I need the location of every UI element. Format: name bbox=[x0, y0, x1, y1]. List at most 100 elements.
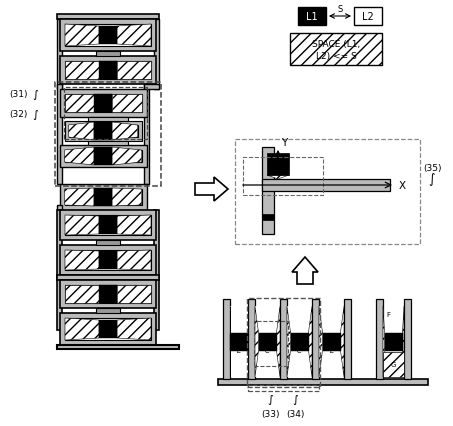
Bar bbox=[323, 333, 341, 351]
Polygon shape bbox=[267, 176, 289, 180]
Bar bbox=[64, 190, 141, 205]
Text: L2) <= S: L2) <= S bbox=[316, 52, 357, 60]
Text: (31): (31) bbox=[9, 90, 27, 99]
Bar bbox=[259, 333, 276, 351]
Bar bbox=[255, 306, 280, 377]
Bar bbox=[88, 118, 128, 122]
Bar bbox=[376, 299, 383, 379]
Bar bbox=[99, 320, 117, 338]
Bar bbox=[248, 385, 319, 391]
Bar bbox=[99, 27, 117, 45]
Bar bbox=[65, 62, 151, 80]
Bar bbox=[64, 151, 141, 163]
Text: X: X bbox=[399, 181, 405, 190]
Text: L1: L1 bbox=[306, 12, 318, 22]
Bar bbox=[254, 321, 288, 366]
Bar bbox=[230, 306, 248, 377]
Bar bbox=[59, 146, 146, 167]
Bar bbox=[96, 240, 120, 245]
Polygon shape bbox=[292, 257, 318, 284]
Bar bbox=[57, 85, 62, 184]
Text: B: B bbox=[110, 259, 115, 268]
Bar bbox=[88, 142, 128, 146]
Bar bbox=[404, 299, 411, 379]
Bar bbox=[59, 90, 146, 118]
Bar bbox=[298, 8, 326, 26]
Bar bbox=[55, 83, 161, 187]
Bar bbox=[57, 20, 62, 90]
Bar bbox=[60, 20, 156, 52]
Bar bbox=[280, 299, 287, 379]
Bar bbox=[94, 123, 112, 141]
Bar bbox=[354, 8, 382, 26]
Bar bbox=[144, 85, 149, 184]
Text: Y: Y bbox=[281, 138, 287, 148]
Text: E: E bbox=[237, 348, 241, 354]
Polygon shape bbox=[117, 318, 151, 340]
Bar bbox=[57, 345, 179, 349]
Polygon shape bbox=[112, 95, 141, 113]
Polygon shape bbox=[112, 123, 138, 141]
Polygon shape bbox=[112, 148, 141, 166]
Polygon shape bbox=[287, 306, 290, 377]
Bar bbox=[94, 148, 112, 166]
Bar bbox=[94, 95, 112, 113]
Polygon shape bbox=[117, 216, 151, 236]
Bar bbox=[64, 88, 147, 140]
Text: A: A bbox=[110, 34, 115, 43]
Bar bbox=[99, 216, 117, 234]
Text: E: E bbox=[329, 348, 334, 354]
Polygon shape bbox=[276, 306, 280, 377]
Text: G: G bbox=[391, 361, 396, 367]
Bar bbox=[65, 250, 151, 271]
Bar bbox=[262, 180, 390, 192]
Text: (32): (32) bbox=[9, 110, 27, 119]
Text: ∫: ∫ bbox=[267, 394, 273, 404]
Bar bbox=[99, 251, 117, 269]
Text: S: S bbox=[337, 5, 342, 14]
Bar bbox=[60, 280, 156, 308]
Bar bbox=[65, 25, 151, 47]
Text: F: F bbox=[386, 311, 390, 317]
Polygon shape bbox=[403, 306, 404, 377]
Polygon shape bbox=[195, 178, 228, 201]
Polygon shape bbox=[68, 123, 94, 141]
Bar bbox=[57, 275, 159, 280]
Bar bbox=[60, 210, 156, 240]
Text: (35): (35) bbox=[423, 163, 441, 172]
Bar bbox=[319, 306, 344, 377]
Bar bbox=[57, 205, 62, 210]
Bar bbox=[65, 216, 151, 236]
Bar bbox=[154, 20, 159, 90]
Polygon shape bbox=[117, 62, 151, 80]
Bar bbox=[65, 285, 151, 303]
Text: C: C bbox=[105, 130, 111, 139]
Bar bbox=[218, 379, 428, 385]
Polygon shape bbox=[65, 318, 99, 340]
Text: B: B bbox=[110, 69, 115, 78]
Bar bbox=[60, 245, 156, 275]
Polygon shape bbox=[383, 306, 385, 377]
Bar bbox=[57, 210, 62, 330]
Bar bbox=[60, 57, 156, 85]
Text: D: D bbox=[110, 327, 116, 336]
Bar bbox=[64, 122, 141, 142]
Polygon shape bbox=[112, 189, 141, 207]
Text: B: B bbox=[110, 292, 115, 301]
Polygon shape bbox=[65, 25, 99, 47]
Bar bbox=[94, 189, 112, 207]
Bar bbox=[312, 299, 319, 379]
Polygon shape bbox=[65, 250, 99, 271]
Bar bbox=[64, 95, 141, 113]
Text: (33): (33) bbox=[261, 409, 279, 418]
Bar bbox=[59, 184, 146, 210]
Polygon shape bbox=[117, 25, 151, 47]
Polygon shape bbox=[64, 148, 94, 166]
Bar bbox=[248, 299, 255, 379]
Polygon shape bbox=[65, 62, 99, 80]
Bar bbox=[230, 333, 248, 351]
Bar bbox=[344, 299, 351, 379]
Text: B: B bbox=[110, 224, 115, 233]
Polygon shape bbox=[319, 306, 323, 377]
Bar bbox=[60, 313, 156, 345]
